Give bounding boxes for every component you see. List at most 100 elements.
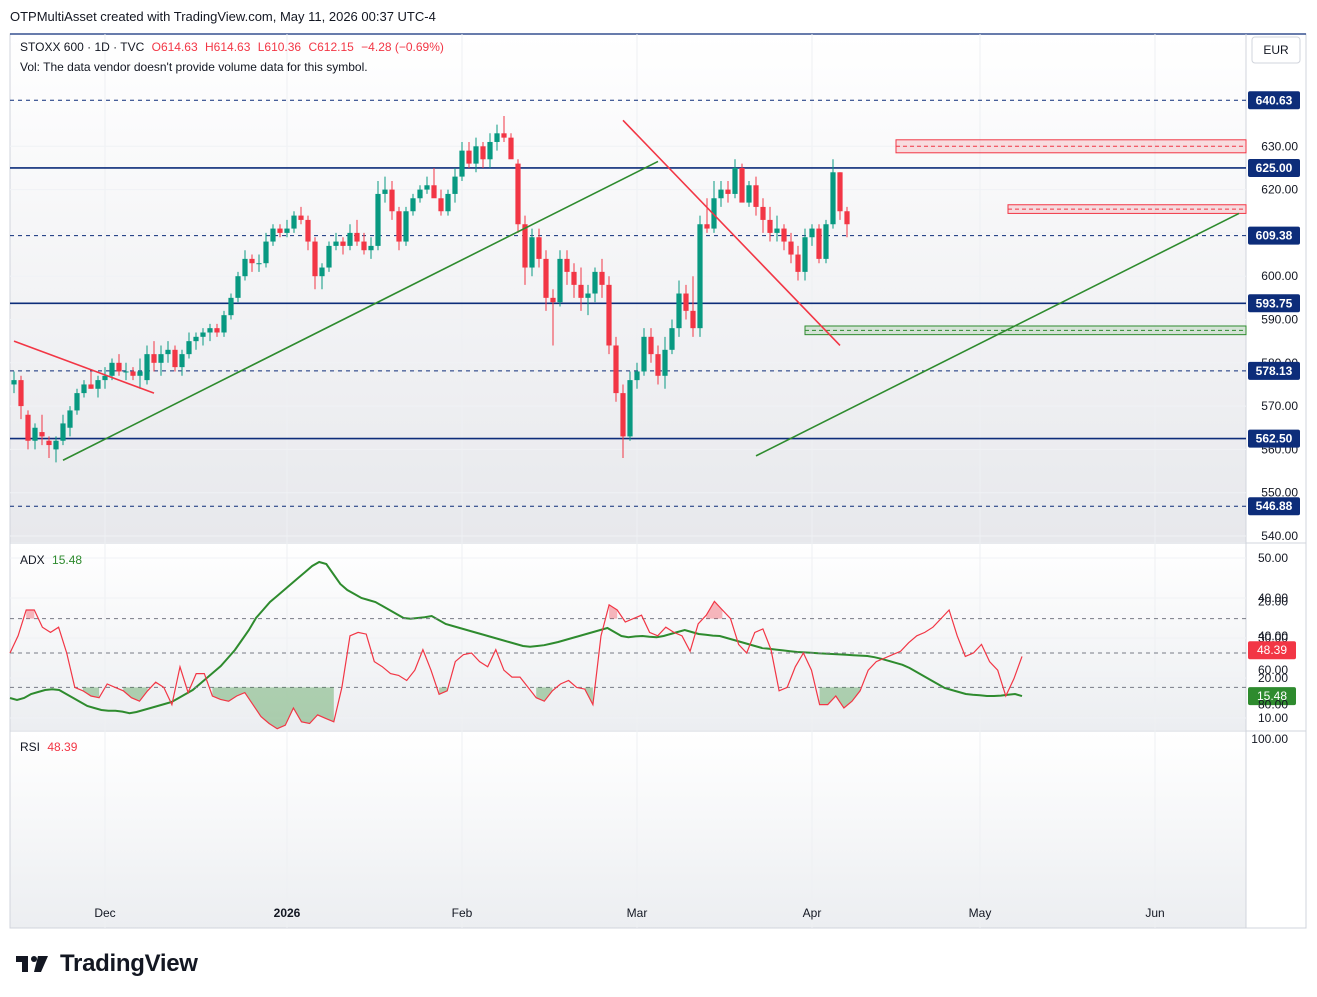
candle-body	[158, 354, 164, 363]
price-level-label: 609.38	[1256, 229, 1293, 243]
candle-body	[263, 241, 269, 264]
price-grid	[10, 145, 1246, 537]
candle-body	[88, 384, 94, 389]
low-value: L610.36	[257, 40, 302, 54]
candle-body	[445, 193, 451, 212]
rsi-value-badge	[1248, 641, 1296, 660]
trendline	[13, 340, 155, 394]
candle-body	[354, 232, 360, 242]
price-level-label: 562.50	[1256, 432, 1293, 446]
candle-body	[473, 146, 479, 164]
tradingview-logo-icon	[16, 956, 48, 972]
candle-body	[46, 440, 52, 446]
candle-body	[326, 245, 332, 268]
candle-body	[515, 163, 521, 225]
candle-body	[130, 371, 136, 376]
candle-body	[627, 380, 633, 437]
price-tick-label: 540.00	[1261, 529, 1298, 543]
price-tick-label: 620.00	[1261, 183, 1298, 197]
candle-body	[417, 189, 423, 199]
candle-body	[613, 345, 619, 394]
candle-body	[25, 414, 31, 441]
candle-body	[487, 141, 493, 160]
adx-tick-label: 20.00	[1258, 671, 1288, 685]
price-level-badge	[1248, 226, 1300, 245]
candle-body	[39, 432, 45, 437]
price-levels	[10, 99, 1246, 507]
candle-body	[60, 423, 66, 441]
price-tick-label: 590.00	[1261, 313, 1298, 327]
rsi-value-badge-label: 48.39	[1257, 643, 1287, 657]
candle-body	[438, 198, 444, 212]
candle-body	[788, 241, 794, 255]
symbol-name[interactable]: STOXX 600 · 1D · TVC	[20, 40, 145, 54]
candle-body	[102, 375, 108, 381]
candle-body	[207, 328, 213, 333]
candle-body	[284, 228, 290, 233]
candle-body	[200, 332, 206, 337]
currency-button[interactable]	[1251, 36, 1301, 64]
candle-body	[620, 393, 626, 437]
adx-line	[9, 560, 1023, 715]
candle-body	[333, 241, 339, 246]
adx-tick-label: 40.00	[1258, 591, 1288, 605]
candle-body	[529, 237, 535, 268]
rsi-line	[9, 600, 1023, 730]
trendline	[622, 119, 841, 347]
candle-body	[725, 189, 731, 194]
candle-body	[221, 315, 227, 333]
price-tick-label: 630.00	[1261, 139, 1298, 153]
candle-body	[319, 267, 325, 277]
rsi-overbought-fill	[536, 687, 553, 702]
candle-body	[312, 241, 318, 277]
price-level-label: 546.88	[1256, 499, 1293, 513]
adx-value: 15.48	[52, 553, 83, 567]
close-value: C612.15	[308, 40, 354, 54]
candle-body	[375, 193, 381, 246]
candle-body	[795, 254, 801, 272]
candle-body	[718, 189, 724, 199]
tradingview-footer[interactable]: TradingView	[14, 950, 198, 978]
candle-body	[837, 172, 843, 212]
candle-body	[249, 258, 255, 264]
candle-body	[228, 297, 234, 316]
candle-body	[466, 150, 472, 164]
candle-body	[214, 328, 220, 333]
candle-body	[746, 185, 752, 203]
change-value: −4.28 (−0.69%)	[361, 40, 444, 54]
candle-body	[697, 224, 703, 329]
candle-body	[823, 224, 829, 259]
candle-body	[179, 354, 185, 368]
candle-body	[67, 410, 73, 428]
time-tick-label: Mar	[627, 906, 648, 920]
rsi-overbought-fill	[212, 687, 334, 729]
candle-body	[270, 228, 276, 242]
candle-body	[676, 293, 682, 329]
candle-body	[571, 271, 577, 285]
time-axis[interactable]: Dec 2026 Feb Mar Apr May Jun	[94, 906, 1164, 920]
adx-title[interactable]: ADX	[20, 553, 45, 567]
rsi-title[interactable]: RSI	[20, 740, 41, 754]
rsi-value: 48.39	[47, 740, 78, 754]
candle-body	[564, 258, 570, 272]
candle-body	[655, 354, 661, 376]
price-level-badge	[1248, 497, 1300, 516]
candle-body	[480, 146, 486, 160]
chart-credit: OTPMultiAsset created with TradingView.c…	[10, 9, 436, 24]
candle-body	[704, 224, 710, 229]
volume-note: Vol: The data vendor doesn't provide vol…	[20, 60, 368, 74]
vertical-grid	[104, 34, 1156, 928]
candle-body	[305, 219, 311, 242]
candle-body	[18, 380, 24, 407]
rsi-tick-label: 60.00	[1258, 663, 1288, 677]
candle-body	[151, 354, 157, 363]
candle-body	[389, 189, 395, 212]
candle-body	[144, 354, 150, 381]
candle-body	[165, 349, 171, 355]
open-value: O614.63	[151, 40, 198, 54]
price-axis[interactable]: 540.00550.00560.00570.00580.00590.00600.…	[1248, 91, 1300, 543]
time-tick-label: May	[969, 906, 992, 920]
adx-tick-label: 50.00	[1258, 551, 1288, 565]
